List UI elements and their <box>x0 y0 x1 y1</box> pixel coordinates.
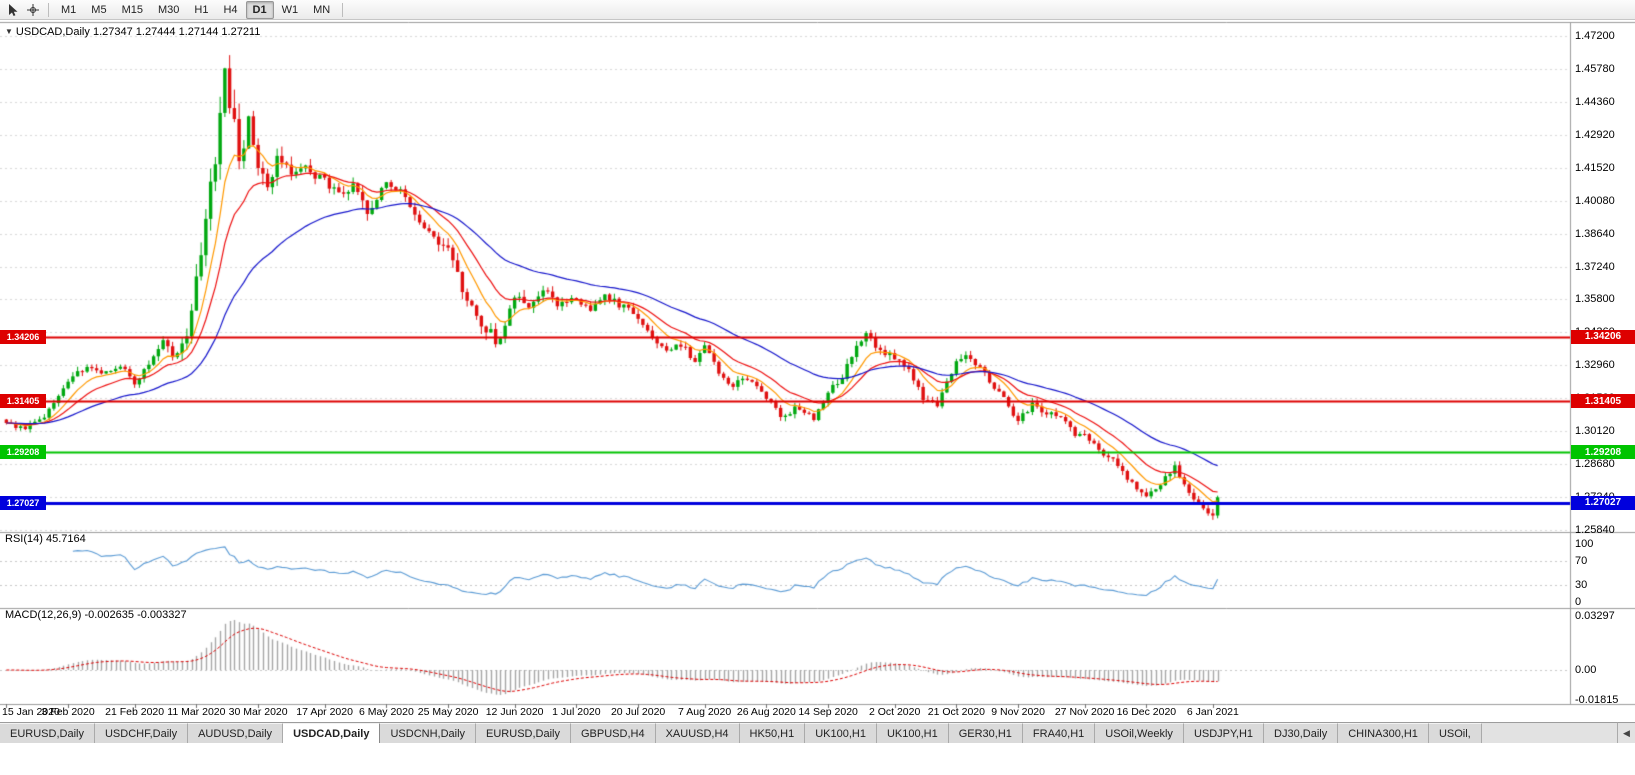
symbol-tab[interactable]: EURUSD,Daily <box>476 723 571 743</box>
symbol-tab[interactable]: USDCHF,Daily <box>94 723 189 743</box>
timeframe-button-m30[interactable]: M30 <box>157 3 180 16</box>
symbol-tab[interactable]: GBPUSD,H4 <box>571 723 656 743</box>
toolbar-separator <box>342 2 344 17</box>
crosshair-icon[interactable] <box>23 2 43 18</box>
symbol-tab[interactable]: GER30,H1 <box>948 723 1023 743</box>
symbol-tab[interactable]: DJ30,Daily <box>1264 723 1339 743</box>
symbol-tab[interactable]: HK50,H1 <box>739 723 806 743</box>
timeframe-toolbar: M1 M5 M15 M30 H1 H4 D1 W1 MN <box>0 0 1635 20</box>
symbol-tab[interactable]: UK100,H1 <box>805 723 877 743</box>
status-strip <box>0 743 1635 775</box>
timeframe-button-m15[interactable]: M15 <box>121 3 143 16</box>
cursor-icon[interactable] <box>3 2 23 18</box>
price-chart-canvas[interactable] <box>0 20 1635 722</box>
symbol-tab[interactable]: USOil, <box>1428 723 1482 743</box>
timeframe-button-h1[interactable]: H1 <box>194 3 209 16</box>
timeframe-button-h4[interactable]: H4 <box>223 3 238 16</box>
timeframe-button-w1[interactable]: W1 <box>281 3 299 16</box>
timeframe-buttons-group: M1 M5 M15 M30 H1 H4 D1 W1 MN <box>54 0 337 19</box>
symbol-tab[interactable]: XAUUSD,H4 <box>655 723 740 743</box>
timeframe-button-d1[interactable]: D1 <box>245 0 274 19</box>
timeframe-button-m5[interactable]: M5 <box>91 3 107 16</box>
symbol-tab[interactable]: USDCNH,Daily <box>380 723 477 743</box>
symbol-tab[interactable]: USDCAD,Daily <box>283 723 381 743</box>
symbol-tab[interactable]: UK100,H1 <box>876 723 949 743</box>
symbol-tab[interactable]: CHINA300,H1 <box>1338 723 1429 743</box>
timeframe-button-mn[interactable]: MN <box>313 3 331 16</box>
symbol-tab[interactable]: FRA40,H1 <box>1022 723 1096 743</box>
symbol-tab[interactable]: USDJPY,H1 <box>1183 723 1265 743</box>
toolbar-separator <box>48 2 49 17</box>
symbol-tabbar: EURUSD,Daily USDCHF,Daily AUDUSD,Daily USDC… <box>0 722 1635 743</box>
symbol-tab[interactable]: EURUSD,Daily <box>0 723 95 743</box>
symbol-tab[interactable]: USOil,Weekly <box>1095 723 1184 743</box>
timeframe-button-m1[interactable]: M1 <box>61 3 77 16</box>
tab-scroll-left-button[interactable]: ◀ <box>1617 722 1635 743</box>
symbol-tab[interactable]: AUDUSD,Daily <box>188 723 284 743</box>
